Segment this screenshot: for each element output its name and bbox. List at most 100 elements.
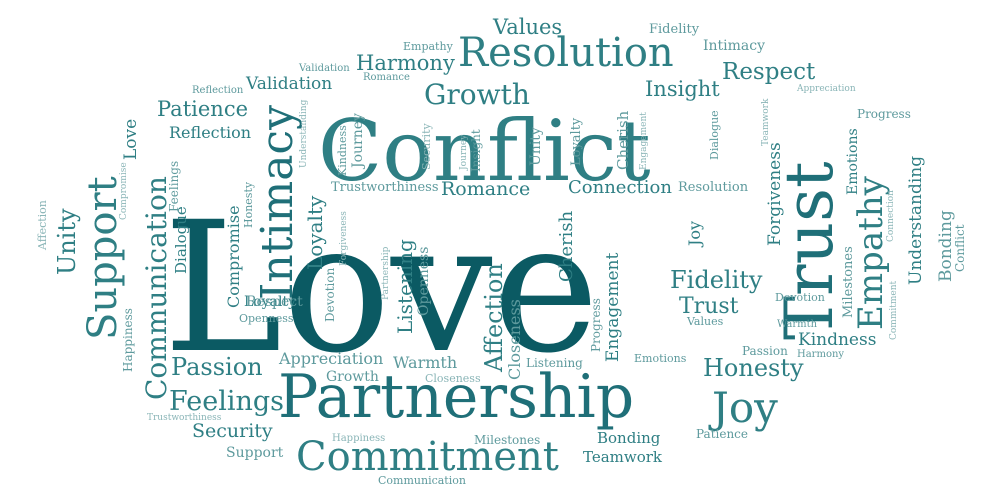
word-milestones: Milestones	[474, 433, 540, 447]
word-communication-small: Communication	[378, 474, 466, 487]
word-intimacy-small: Intimacy	[703, 38, 765, 54]
word-security-vertical: Security	[420, 123, 433, 170]
word-kindness: Kindness	[798, 330, 876, 350]
word-honesty: Honesty	[703, 354, 804, 382]
word-validation: Validation	[245, 74, 332, 94]
word-affection-vertical-small: Affection	[36, 200, 49, 251]
word-devotion-small: Devotion	[775, 291, 825, 304]
word-journey-tiny: Journey	[459, 134, 469, 171]
word-engagement-tiny: Engagement	[639, 112, 649, 170]
word-appreciation-small: Appreciation	[796, 84, 856, 94]
word-conflict-large: Conflict	[318, 102, 651, 200]
word-patience-small: Patience	[696, 427, 748, 441]
word-honesty-vertical: Honesty	[242, 181, 255, 228]
word-love-main: Love	[163, 184, 599, 393]
word-values-small: Values	[686, 315, 724, 328]
word-feelings: Feelings	[169, 386, 284, 417]
word-closeness-small: Closeness	[425, 372, 481, 385]
word-feelings-vertical: Feelings	[167, 161, 181, 212]
word-teamwork: Teamwork	[583, 448, 663, 466]
word-openness-vertical: Openness	[416, 247, 432, 316]
word-bonding-vertical: Bonding	[936, 210, 956, 282]
word-forgiveness-tiny: Forgiveness	[339, 211, 349, 266]
word-happiness-vertical: Happiness	[121, 308, 135, 372]
word-trustworthiness-small: Trustworthiness	[147, 413, 222, 423]
word-respect-horizontal: Respect	[246, 294, 303, 310]
word-commitment: Commitment	[296, 434, 559, 480]
word-growth: Growth	[424, 78, 530, 111]
word-trust-vertical: Trust	[771, 162, 848, 340]
word-fidelity: Fidelity	[670, 266, 763, 294]
word-devotion-vertical: Devotion	[323, 267, 337, 322]
word-unity-small-vertical: Unity	[528, 127, 544, 166]
word-reflection: Reflection	[169, 123, 251, 142]
word-compromise-tiny: Compromise	[119, 162, 129, 220]
word-support-vertical: Support	[80, 176, 126, 340]
word-harmony-small: Harmony	[797, 349, 844, 360]
word-unity-vertical: Unity	[53, 208, 81, 275]
word-warmth-small: Warmth	[777, 319, 818, 330]
word-bonding-horizontal: Bonding	[597, 429, 661, 447]
word-passion-small: Passion	[742, 344, 788, 358]
word-empathy-small: Empathy	[403, 40, 454, 53]
word-loyalty-vertical: Loyalty	[303, 195, 327, 270]
word-listening-vertical: Listening	[393, 239, 417, 334]
word-respect-small: Loyalty	[244, 294, 296, 310]
word-closeness-vertical: Closeness	[505, 299, 524, 380]
word-intimacy-vertical: Intimacy	[252, 105, 303, 300]
word-cherish-vertical: Cherish	[556, 210, 577, 282]
word-passion: Passion	[171, 353, 263, 381]
word-respect: Respect	[722, 59, 816, 85]
word-support-small: Support	[226, 445, 284, 461]
word-compromise-vertical: Compromise	[224, 205, 243, 308]
word-values: Values	[492, 15, 562, 39]
word-communication-vertical: Communication	[140, 176, 173, 400]
word-joy: Joy	[708, 383, 778, 432]
word-understanding-tiny: Understanding	[299, 99, 309, 168]
word-commitment-tiny: Commitment	[889, 280, 899, 340]
word-insight: Insight	[645, 77, 720, 101]
word-kindness-vertical: Kindness	[336, 125, 349, 176]
word-engagement-vertical: Engagement	[603, 253, 623, 362]
word-emotions-small: Emotions	[634, 352, 687, 365]
word-openness-small: Openness	[239, 312, 294, 325]
word-dialogue-vertical-small: Dialogue	[708, 110, 721, 160]
word-patience: Patience	[157, 97, 248, 121]
word-understanding-vertical: Understanding	[906, 156, 926, 285]
word-trust-small: Trust	[679, 294, 739, 319]
word-insight-vertical: Insight	[469, 129, 483, 172]
word-reflection-small: Reflection	[192, 85, 244, 96]
word-teamwork-small: Teamwork	[761, 98, 771, 146]
word-forgiveness-vertical: Forgiveness	[765, 142, 785, 246]
word-warmth: Warmth	[393, 353, 457, 372]
word-emotions-vertical: Emotions	[845, 128, 861, 195]
word-journey-vertical: Journey	[350, 113, 366, 170]
word-connection: Connection	[568, 177, 672, 198]
word-progress-vertical: Progress	[589, 298, 603, 352]
word-appreciation: Appreciation	[278, 349, 383, 368]
word-partnership-tiny: Partnership	[381, 246, 391, 300]
word-joy-vertical: Joy	[685, 221, 704, 248]
word-validation-small: Validation	[298, 63, 350, 74]
word-empathy-vertical: Empathy	[851, 175, 891, 330]
word-connection-vertical: Connection	[886, 190, 896, 242]
word-love-vertical: Love	[121, 119, 141, 160]
word-affection-vertical: Affection	[480, 263, 508, 373]
word-growth-small: Growth	[326, 369, 379, 385]
word-resolution-small: Resolution	[678, 180, 749, 195]
word-harmony: Harmony	[356, 51, 455, 75]
word-milestones-vertical: Milestones	[841, 246, 856, 318]
word-happiness-small: Happiness	[332, 433, 385, 444]
word-partnership-large: Partnership	[278, 362, 634, 432]
word-romance: Romance	[441, 178, 530, 200]
word-progress-small: Progress	[857, 107, 911, 121]
word-trustworthiness: Trustworthiness	[331, 180, 439, 195]
word-cherish-vertical-small: Cherish	[614, 110, 632, 170]
word-listening-small: Listening	[526, 356, 583, 370]
word-fidelity-small: Fidelity	[649, 22, 700, 37]
word-security: Security	[192, 420, 273, 442]
word-dialogue-vertical: Dialogue	[172, 206, 190, 274]
word-romance-small: Romance	[363, 72, 410, 83]
word-resolution: Resolution	[458, 30, 674, 76]
